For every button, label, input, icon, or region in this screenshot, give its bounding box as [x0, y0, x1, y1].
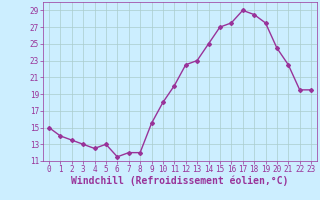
X-axis label: Windchill (Refroidissement éolien,°C): Windchill (Refroidissement éolien,°C)	[71, 176, 289, 186]
